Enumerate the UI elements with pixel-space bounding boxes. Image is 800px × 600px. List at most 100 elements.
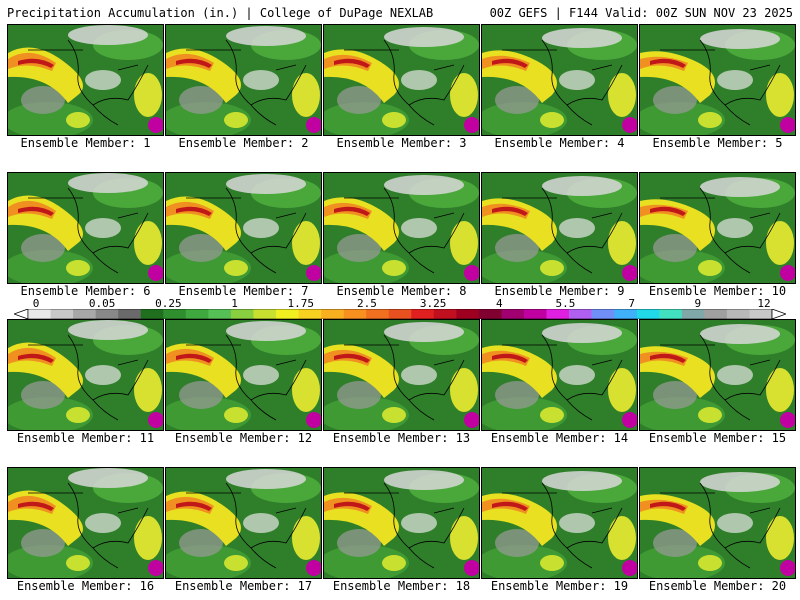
precip-map-image bbox=[8, 320, 163, 430]
ensemble-member-map bbox=[7, 172, 164, 284]
colorbar-tick-label: 0 bbox=[32, 297, 40, 310]
colorbar-swatch bbox=[366, 309, 390, 319]
precip-map-image bbox=[640, 320, 795, 430]
colorbar-swatch bbox=[230, 309, 254, 319]
ensemble-member-map bbox=[481, 319, 638, 431]
colorbar-tick-label: 0.05 bbox=[88, 297, 116, 310]
colorbar-swatch bbox=[321, 309, 344, 319]
precip-colorbar-legend: 0 0.05 0.25 1 1.75 2.5 3.25 4 5.5 7 9 12 bbox=[14, 297, 786, 319]
precip-map-image bbox=[8, 25, 163, 135]
colorbar-swatch bbox=[456, 309, 480, 319]
colorbar-tick-label: 2.5 bbox=[356, 297, 377, 310]
precip-map-image bbox=[166, 468, 321, 578]
ensemble-member-map bbox=[481, 172, 638, 284]
ensemble-member-map bbox=[639, 319, 796, 431]
valid-time-label: 00Z GEFS | F144 Valid: 00Z SUN NOV 23 20… bbox=[489, 6, 793, 20]
ensemble-member-label: Ensemble Member: 16 bbox=[16, 579, 155, 593]
ensemble-member-label: Ensemble Member: 7 bbox=[178, 284, 309, 298]
colorbar-swatch bbox=[591, 309, 615, 319]
colorbar-swatch bbox=[411, 309, 435, 319]
precip-map-image bbox=[482, 25, 637, 135]
colorbar-swatch bbox=[343, 309, 367, 319]
colorbar-tick-label: 5.5 bbox=[555, 297, 576, 310]
ensemble-member-label: Ensemble Member: 17 bbox=[174, 579, 313, 593]
ensemble-member-label: Ensemble Member: 18 bbox=[332, 579, 471, 593]
precip-map-image bbox=[640, 25, 795, 135]
colorbar-tick-label: 9 bbox=[694, 297, 702, 310]
precip-map-image bbox=[324, 468, 479, 578]
ensemble-member-label: Ensemble Member: 3 bbox=[336, 136, 467, 150]
colorbar-swatch bbox=[253, 309, 277, 319]
map-title: Precipitation Accumulation (in.) | Colle… bbox=[7, 6, 434, 20]
ensemble-member-map bbox=[481, 24, 638, 136]
precip-map-image bbox=[166, 173, 321, 283]
colorbar-tick-label: 7 bbox=[628, 297, 635, 310]
colorbar-swatch bbox=[681, 309, 705, 319]
precip-map-image bbox=[482, 468, 637, 578]
colorbar-swatch bbox=[73, 309, 96, 319]
colorbar-scale bbox=[14, 309, 786, 319]
ensemble-member-map bbox=[323, 467, 480, 579]
colorbar-swatch bbox=[501, 309, 525, 319]
colorbar-swatch bbox=[28, 309, 51, 319]
ensemble-member-map bbox=[7, 319, 164, 431]
precip-map-image bbox=[166, 25, 321, 135]
colorbar-swatch bbox=[726, 309, 750, 319]
colorbar-swatch bbox=[118, 309, 142, 319]
ensemble-member-label: Ensemble Member: 6 bbox=[20, 284, 151, 298]
precip-map-image bbox=[640, 173, 795, 283]
ensemble-member-label: Ensemble Member: 9 bbox=[494, 284, 625, 298]
colorbar-tick-label: 1 bbox=[231, 297, 238, 310]
precip-map-image bbox=[8, 468, 163, 578]
colorbar-swatch bbox=[433, 309, 457, 319]
colorbar-tick-label: 1.75 bbox=[287, 297, 314, 310]
colorbar-swatch bbox=[163, 309, 187, 319]
precip-map-image bbox=[166, 320, 321, 430]
ensemble-member-map bbox=[165, 172, 322, 284]
ensemble-member-label: Ensemble Member: 15 bbox=[648, 431, 787, 445]
precip-map-image bbox=[482, 173, 637, 283]
colorbar-tick-label: 4 bbox=[495, 297, 503, 310]
colorbar-tick-label: 3.25 bbox=[419, 297, 447, 310]
precip-map-image bbox=[640, 468, 795, 578]
colorbar-swatch bbox=[50, 309, 74, 319]
ensemble-member-map bbox=[481, 467, 638, 579]
colorbar-swatch bbox=[478, 309, 502, 319]
precip-map-image bbox=[482, 320, 637, 430]
ensemble-member-map bbox=[639, 172, 796, 284]
colorbar-swatch bbox=[388, 309, 412, 319]
colorbar-swatch bbox=[546, 309, 570, 319]
ensemble-member-label: Ensemble Member: 4 bbox=[494, 136, 625, 150]
colorbar-tick-label: 12 bbox=[757, 297, 771, 310]
ensemble-member-map bbox=[639, 24, 796, 136]
colorbar-swatch bbox=[276, 309, 299, 319]
precip-map-image bbox=[8, 173, 163, 283]
ensemble-member-label: Ensemble Member: 19 bbox=[490, 579, 629, 593]
ensemble-member-label: Ensemble Member: 14 bbox=[490, 431, 629, 445]
ensemble-member-map bbox=[165, 24, 322, 136]
ensemble-member-label: Ensemble Member: 20 bbox=[648, 579, 787, 593]
ensemble-member-map bbox=[7, 467, 164, 579]
ensemble-member-label: Ensemble Member: 13 bbox=[332, 431, 471, 445]
colorbar-swatch bbox=[659, 309, 683, 319]
colorbar-swatch bbox=[95, 309, 119, 319]
colorbar-swatch bbox=[569, 309, 592, 319]
precip-map-image bbox=[324, 173, 479, 283]
ensemble-member-label: Ensemble Member: 8 bbox=[336, 284, 467, 298]
ensemble-member-label: Ensemble Member: 11 bbox=[16, 431, 155, 445]
colorbar-tick-label: 0.25 bbox=[155, 297, 182, 310]
colorbar-swatch bbox=[185, 309, 209, 319]
ensemble-member-label: Ensemble Member: 12 bbox=[174, 431, 313, 445]
colorbar-swatch bbox=[636, 309, 660, 319]
ensemble-member-map bbox=[323, 24, 480, 136]
ensemble-member-map bbox=[639, 467, 796, 579]
colorbar-swatch bbox=[298, 309, 322, 319]
colorbar-swatch bbox=[524, 309, 547, 319]
precip-map-image bbox=[324, 25, 479, 135]
ensemble-member-map bbox=[165, 467, 322, 579]
precip-map-image bbox=[324, 320, 479, 430]
ensemble-member-map bbox=[323, 319, 480, 431]
ensemble-member-map bbox=[7, 24, 164, 136]
ensemble-member-map bbox=[165, 319, 322, 431]
ensemble-member-label: Ensemble Member: 2 bbox=[178, 136, 309, 150]
